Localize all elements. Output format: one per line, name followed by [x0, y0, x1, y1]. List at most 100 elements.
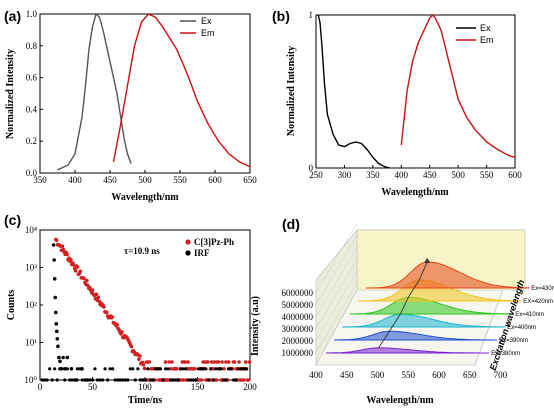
panel-c-irf-point: [191, 378, 195, 382]
panel-c-irf-point: [211, 378, 216, 382]
panel-c-sample-point: [214, 378, 219, 382]
panel-a-xtick-label: 500: [138, 175, 152, 185]
panel-c-irf-point: [232, 378, 236, 382]
panel-c-sample-point: [82, 276, 86, 281]
panel-c-irf-point: [58, 359, 62, 364]
panel-d-xtick-label: 400: [309, 370, 323, 380]
panel-c-irf-point: [69, 367, 74, 371]
panel-c-irf-point: [52, 277, 57, 281]
panel-b-xtick-label: 600: [508, 170, 522, 180]
panel-c-sample-point: [94, 292, 99, 297]
panel-b-xtick-label: 400: [395, 170, 409, 180]
panel-c-sample-point: [170, 360, 174, 364]
panel-c-sample-point: [147, 360, 152, 364]
panel-d-surface-ex=380nm: [326, 347, 490, 354]
panel-c-legend-sample-marker: [185, 239, 191, 245]
panel-a-xlabel: Wavelength/nm: [111, 192, 179, 203]
panel-c-irf-point: [40, 378, 44, 382]
panel-c-sample-point: [137, 357, 141, 362]
panel-b-xtick-label: 350: [366, 170, 380, 180]
panel-c-irf-point: [216, 367, 221, 371]
panel-c-irf-point: [239, 367, 243, 371]
panel-c-xtick-label: 150: [191, 382, 205, 392]
panel-c-irf-point: [164, 367, 168, 371]
panel-c-irf-point: [184, 367, 188, 371]
panel-d-series-label: Ex=390nm: [499, 338, 528, 344]
panel-b-xlabel: Wavelength/nm: [381, 187, 449, 198]
panel-c-irf-point: [93, 367, 97, 371]
panel-c-irf-point: [196, 367, 200, 371]
panel-b-xtick-label: 500: [451, 170, 465, 180]
panel-c-irf-point: [54, 310, 58, 315]
panel-c-irf-point: [55, 337, 60, 341]
panel-c-sample-point: [88, 285, 92, 290]
panel-c-irf-point: [75, 367, 79, 371]
panel-c-irf-point: [123, 378, 127, 382]
panel-d-series-label: Ex=400nm: [507, 325, 536, 331]
panel-c-irf-point: [57, 355, 61, 360]
panel-d-ytick-label: 6000000: [282, 288, 314, 298]
panel-c-irf-point: [171, 378, 175, 382]
panel-c-irf-point: [48, 367, 52, 371]
panel-c-sample-point: [163, 360, 168, 364]
panel-c-sample-point: [71, 263, 76, 267]
panel-a-legend-em: Em: [201, 28, 215, 38]
panel-d-xtick-label: 650: [463, 370, 477, 380]
panel-c-irf-point: [60, 367, 64, 371]
panel-c-irf-point: [237, 367, 241, 371]
panel-c-sample-point: [110, 315, 115, 319]
panel-c-irf-point: [83, 378, 87, 382]
panel-c-sample-point: [69, 257, 73, 262]
panel-b-ytick-label: 1: [309, 10, 314, 20]
panel-c-sample-point: [151, 367, 155, 371]
panel-c-sample-point: [232, 360, 237, 364]
panel-c-sample-point: [138, 354, 142, 358]
panel-b-series-ex: [317, 14, 391, 169]
panel-c-irf-point: [55, 329, 59, 334]
panel-c-irf-point: [65, 367, 69, 371]
panel-a-ytick-label: 1.0: [26, 9, 38, 19]
panel-d-series-label: Ex=380nm: [491, 351, 520, 357]
panel-c-irf-point: [153, 367, 158, 371]
panel-c-irf-point: [136, 367, 140, 371]
panel-c-sample-point: [237, 360, 241, 364]
panel-c-ytick-label: 10⁰: [24, 375, 37, 385]
panel-c-xlabel: Time/ns: [128, 395, 162, 406]
panel-a-ytick-label: 0.6: [26, 73, 38, 83]
panel-d-ytick-label: 3000000: [282, 324, 314, 334]
panel-c-irf-point: [70, 378, 74, 382]
panel-c-irf-point: [158, 367, 163, 371]
panel-c-chart: 0 50 100 150 200 10⁰ 10¹ 10² 10³ 10⁴ Time/ns Coun…: [6, 225, 257, 406]
panel-c-irf-point: [101, 378, 105, 382]
panel-c-sample-point: [224, 360, 228, 364]
panel-d-ytick-label: 4000000: [282, 312, 314, 322]
panel-c-sample-point: [220, 360, 224, 364]
panel-c-irf-point: [189, 378, 193, 382]
panel-a-series-em: [112, 13, 251, 168]
panel-c-xtick-label: 200: [243, 382, 257, 392]
panel-a-label: (a): [4, 8, 21, 24]
panel-c-irf-point: [174, 378, 178, 382]
panel-c-irf-point: [50, 378, 54, 382]
panel-c-annotation: τ=10.9 ns: [124, 246, 160, 256]
panel-c-irf-point: [52, 258, 56, 262]
panel-d-ytick-label: 1000000: [282, 348, 314, 358]
panel-d-surface-ex=390nm: [334, 330, 498, 341]
panel-c-sample-point: [85, 278, 89, 283]
panel-c-irf-point: [85, 378, 90, 382]
panel-c-irf-point: [214, 367, 218, 371]
panel-d-peak-trace: [378, 261, 428, 349]
panel-d-series-label: EX=420nm: [523, 299, 553, 305]
panel-c-sample-point: [242, 378, 246, 382]
panel-c-irf-point: [61, 355, 65, 360]
panel-c-irf-point: [221, 378, 226, 382]
panel-a-xtick-label: 400: [68, 175, 82, 185]
panel-d-ytick-label: 5000000: [282, 300, 314, 310]
panel-a-xtick-label: 550: [173, 175, 187, 185]
panel-c-sample-point: [183, 360, 187, 364]
panel-c-irf-point: [229, 367, 233, 371]
panel-c-sample-point: [73, 268, 78, 273]
panel-c-irf-point: [118, 378, 122, 382]
panel-c-sample-point: [167, 360, 171, 364]
panel-c-irf-point: [199, 367, 203, 371]
